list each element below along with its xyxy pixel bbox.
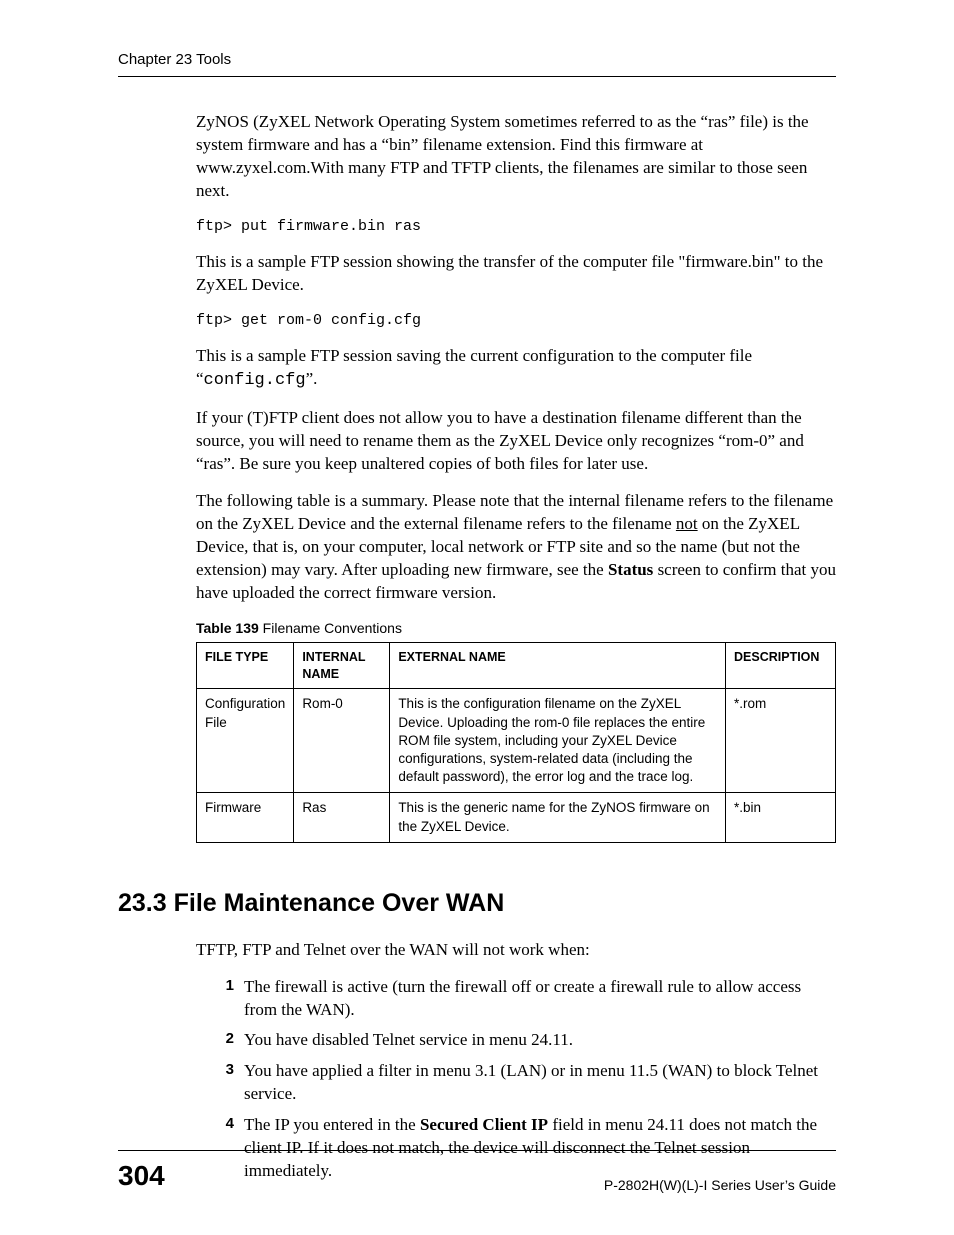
table-number: Table 139 <box>196 620 259 636</box>
guide-title: P-2802H(W)(L)-I Series User’s Guide <box>604 1176 836 1195</box>
paragraph: If your (T)FTP client does not allow you… <box>196 407 836 476</box>
item-text: You have disabled Telnet service in menu… <box>244 1029 836 1052</box>
item-text: The firewall is active (turn the firewal… <box>244 976 836 1022</box>
page-number: 304 <box>118 1157 165 1195</box>
body-content: ZyNOS (ZyXEL Network Operating System so… <box>196 111 836 1183</box>
code-line: ftp> put firmware.bin ras <box>196 217 836 237</box>
list-item: 2 You have disabled Telnet service in me… <box>212 1029 836 1052</box>
text: ”. <box>306 369 318 388</box>
running-header: Chapter 23 Tools <box>118 50 836 70</box>
table-cell: *.rom <box>726 689 836 793</box>
bold: Secured Client IP <box>420 1115 548 1134</box>
item-number: 2 <box>212 1029 244 1052</box>
table-header: EXTERNAL NAME <box>390 642 726 689</box>
item-text: You have applied a filter in menu 3.1 (L… <box>244 1060 836 1106</box>
paragraph: This is a sample FTP session showing the… <box>196 251 836 297</box>
paragraph: The following table is a summary. Please… <box>196 490 836 605</box>
table-row: Configuration File Rom-0 This is the con… <box>197 689 836 793</box>
paragraph: ZyNOS (ZyXEL Network Operating System so… <box>196 111 836 203</box>
table-header: FILE TYPE <box>197 642 294 689</box>
table-header: INTERNAL NAME <box>294 642 390 689</box>
table-title: Filename Conventions <box>259 620 402 636</box>
table-cell: Rom-0 <box>294 689 390 793</box>
table-cell: Ras <box>294 793 390 842</box>
table-cell: This is the generic name for the ZyNOS f… <box>390 793 726 842</box>
table-header: DESCRIPTION <box>726 642 836 689</box>
list-item: 1 The firewall is active (turn the firew… <box>212 976 836 1022</box>
table-header-row: FILE TYPE INTERNAL NAME EXTERNAL NAME DE… <box>197 642 836 689</box>
table-cell: Firmware <box>197 793 294 842</box>
item-number: 1 <box>212 976 244 1022</box>
underline: not <box>676 514 698 533</box>
bold: Status <box>608 560 653 579</box>
table-cell: *.bin <box>726 793 836 842</box>
section-heading: 23.3 File Maintenance Over WAN <box>118 887 836 921</box>
table-row: Firmware Ras This is the generic name fo… <box>197 793 836 842</box>
header-rule <box>118 76 836 77</box>
text: The IP you entered in the <box>244 1115 420 1134</box>
table-caption: Table 139 Filename Conventions <box>196 619 836 638</box>
filename-table: FILE TYPE INTERNAL NAME EXTERNAL NAME DE… <box>196 642 836 843</box>
code-line: ftp> get rom-0 config.cfg <box>196 311 836 331</box>
paragraph: TFTP, FTP and Telnet over the WAN will n… <box>196 939 836 962</box>
paragraph: This is a sample FTP session saving the … <box>196 345 836 393</box>
item-number: 3 <box>212 1060 244 1106</box>
inline-code: config.cfg <box>204 371 306 390</box>
list-item: 3 You have applied a filter in menu 3.1 … <box>212 1060 836 1106</box>
page-footer: 304 P-2802H(W)(L)-I Series User’s Guide <box>118 1150 836 1195</box>
table-cell: This is the configuration filename on th… <box>390 689 726 793</box>
table-cell: Configuration File <box>197 689 294 793</box>
